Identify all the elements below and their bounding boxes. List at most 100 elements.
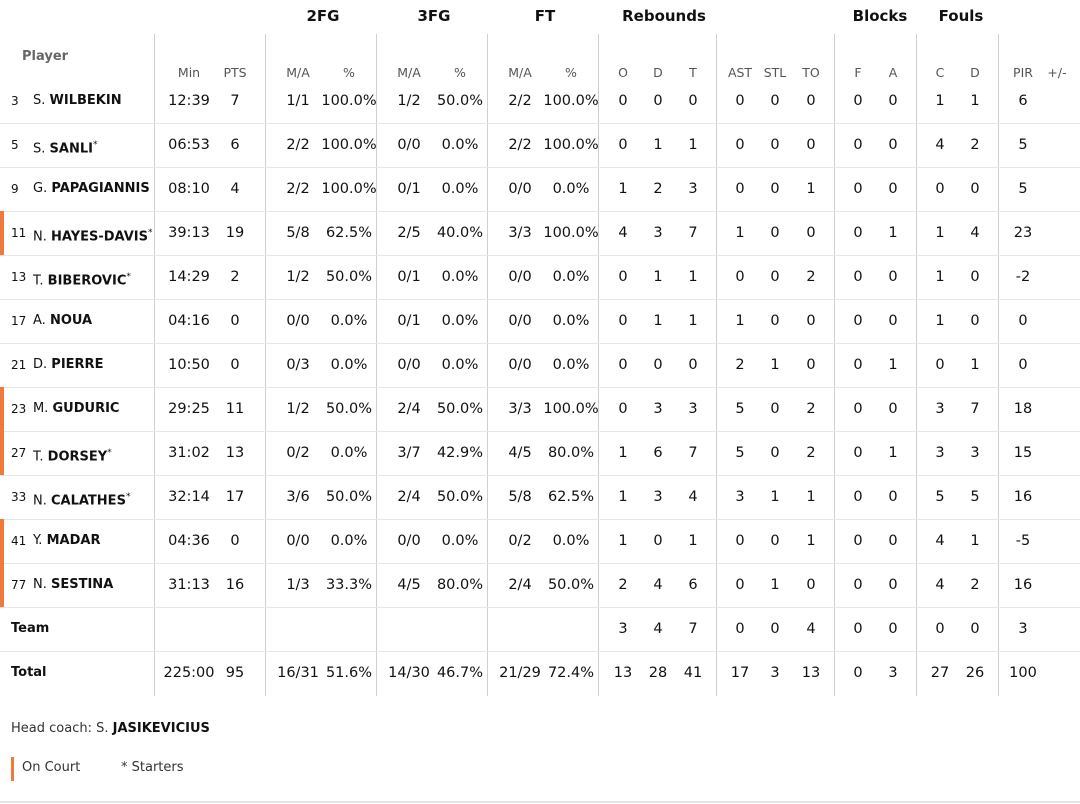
cell-ft-ma: 0/2 (508, 533, 532, 549)
cell-reb-o: 0 (618, 313, 628, 329)
cell-reb-o: 0 (618, 137, 628, 153)
player-row[interactable]: 33 N. CALATHES* 32:14 17 3/6 50.0% 2/4 50.0% 5/8… (0, 475, 1080, 519)
player-row[interactable]: 13 T. BIBEROVIC* 14:29 2 1/2 50.0% 0/1 0.0% 0/0 0… (0, 255, 1080, 299)
cell-foul-c: 1 (935, 93, 945, 109)
cell-to: 1 (806, 533, 816, 549)
cell-fg2-pct: 100.0% (321, 181, 377, 197)
player-name[interactable]: G. PAPAGIANNIS (33, 167, 150, 211)
player-name[interactable]: N. HAYES-DAVIS* (33, 211, 152, 255)
cell-fg2-ma: 1/2 (286, 269, 310, 285)
header-player: Player (22, 49, 69, 64)
player-row[interactable]: 9 G. PAPAGIANNIS 08:10 4 2/2 100.0% 0/1 0.0% 0/0… (0, 167, 1080, 211)
player-number: 3 (11, 94, 19, 108)
player-row[interactable]: 5 S. SANLI* 06:53 6 2/2 100.0% 0/0 0.0% 2/2 100.0… (0, 123, 1080, 167)
header-rebounds: Rebounds (622, 7, 706, 25)
player-name[interactable]: S. SANLI* (33, 123, 97, 167)
cell-pts: 0 (230, 357, 240, 373)
row-divider (0, 431, 1080, 432)
player-last-name: SESTINA (51, 577, 114, 592)
cell-ft-ma: 21/29 (499, 665, 541, 681)
cell-blk-f: 0 (853, 181, 863, 197)
player-name[interactable]: N. SESTINA (33, 563, 113, 607)
column-divider (265, 34, 266, 696)
cell-foul-d: 0 (970, 313, 980, 329)
player-row[interactable]: 11 N. HAYES-DAVIS* 39:13 19 5/8 62.5% 2/5 40.0%… (0, 211, 1080, 255)
cell-ft-pct: 0.0% (552, 313, 590, 329)
cell-fg2-pct: 62.5% (325, 225, 373, 241)
cell-pts: 19 (225, 225, 245, 241)
player-row[interactable]: 41 Y. MADAR 04:36 0 0/0 0.0% 0/0 0.0% 0/2 0.0% 1 0 1… (0, 519, 1080, 563)
player-row[interactable]: 27 T. DORSEY* 31:02 13 0/2 0.0% 3/7 42.9% 4/5 80.… (0, 431, 1080, 475)
player-number: 13 (11, 270, 27, 284)
legend-starters: * Starters (121, 760, 184, 775)
player-row[interactable]: 77 N. SESTINA 31:13 16 1/3 33.3% 4/5 80.0% 2/4 50… (0, 563, 1080, 607)
subheader-ast: AST (727, 65, 753, 80)
cell-stl: 0 (770, 137, 780, 153)
row-divider (0, 123, 1080, 124)
column-divider (598, 34, 599, 696)
cell-fg3-ma: 2/4 (397, 489, 421, 505)
player-last-name: WILBEKIN (49, 93, 122, 108)
cell-stl: 0 (770, 313, 780, 329)
head-coach: Head coach: S. JASIKEVICIUS (11, 721, 210, 736)
cell-ft-ma: 2/4 (508, 577, 532, 593)
cell-fg2-pct: 50.0% (325, 489, 373, 505)
cell-fg3-pct: 0.0% (441, 533, 479, 549)
cell-fg2-pct: 0.0% (330, 533, 368, 549)
cell-reb-d: 6 (653, 445, 663, 461)
cell-to: 1 (806, 181, 816, 197)
cell-blk-a: 0 (888, 489, 898, 505)
cell-foul-d: 0 (970, 621, 980, 637)
player-number: 23 (11, 402, 27, 416)
cell-ast: 3 (735, 489, 745, 505)
cell-ast: 2 (735, 357, 745, 373)
cell-reb-d: 0 (653, 357, 663, 373)
cell-reb-o: 4 (618, 225, 628, 241)
cell-foul-c: 0 (935, 181, 945, 197)
cell-stl: 0 (770, 533, 780, 549)
player-number: 11 (11, 226, 27, 240)
player-row[interactable]: 21 D. PIERRE 10:50 0 0/3 0.0% 0/0 0.0% 0/0 0.0% 0 0… (0, 343, 1080, 387)
cell-ft-ma: 0/0 (508, 313, 532, 329)
player-initial: N. (33, 229, 47, 245)
cell-pir: 0 (1018, 357, 1028, 373)
player-row[interactable]: 23 M. GUDURIC 29:25 11 1/2 50.0% 2/4 50.0% 3/3 10… (0, 387, 1080, 431)
cell-ft-pct: 100.0% (543, 137, 599, 153)
player-number: 77 (11, 578, 27, 592)
cell-foul-d: 2 (970, 137, 980, 153)
player-name[interactable]: D. PIERRE (33, 343, 103, 387)
cell-reb-o: 13 (613, 665, 633, 681)
player-name[interactable]: Y. MADAR (33, 519, 100, 563)
cell-fg2-ma: 1/3 (286, 577, 310, 593)
player-name[interactable]: T. DORSEY* (33, 431, 112, 475)
player-row[interactable]: 3 S. WILBEKIN 12:39 7 1/1 100.0% 1/2 50.0% 2/2 10… (0, 79, 1080, 123)
player-name[interactable]: T. BIBEROVIC* (33, 255, 131, 299)
cell-reb-o: 1 (618, 181, 628, 197)
cell-fg2-ma: 0/2 (286, 445, 310, 461)
cell-blk-f: 0 (853, 401, 863, 417)
cell-to: 0 (806, 93, 816, 109)
cell-pts: 11 (225, 401, 245, 417)
cell-min: 31:13 (168, 577, 210, 593)
subheader-blk-f: F (854, 65, 862, 80)
head-coach-initial: S. (96, 721, 109, 736)
cell-fg2-pct: 0.0% (330, 445, 368, 461)
cell-fg2-ma: 0/3 (286, 357, 310, 373)
player-last-name: BIBEROVIC (47, 273, 127, 289)
player-name[interactable]: N. CALATHES* (33, 475, 130, 519)
cell-ft-pct: 100.0% (543, 225, 599, 241)
player-name[interactable]: S. WILBEKIN (33, 79, 122, 123)
cell-blk-a: 1 (888, 357, 898, 373)
cell-fg2-pct: 51.6% (325, 665, 373, 681)
cell-foul-d: 1 (970, 357, 980, 373)
cell-to: 0 (806, 577, 816, 593)
cell-fg3-pct: 0.0% (441, 269, 479, 285)
subheader-pir: PIR (1013, 65, 1033, 80)
player-name[interactable]: A. NOUA (33, 299, 92, 343)
player-row[interactable]: 17 A. NOUA 04:16 0 0/0 0.0% 0/1 0.0% 0/0 0.0% 0 1 1 1… (0, 299, 1080, 343)
player-name[interactable]: M. GUDURIC (33, 387, 119, 431)
cell-pts: 16 (225, 577, 245, 593)
cell-stl: 0 (770, 401, 780, 417)
cell-pts: 95 (225, 665, 245, 681)
cell-fg3-ma: 3/7 (397, 445, 421, 461)
